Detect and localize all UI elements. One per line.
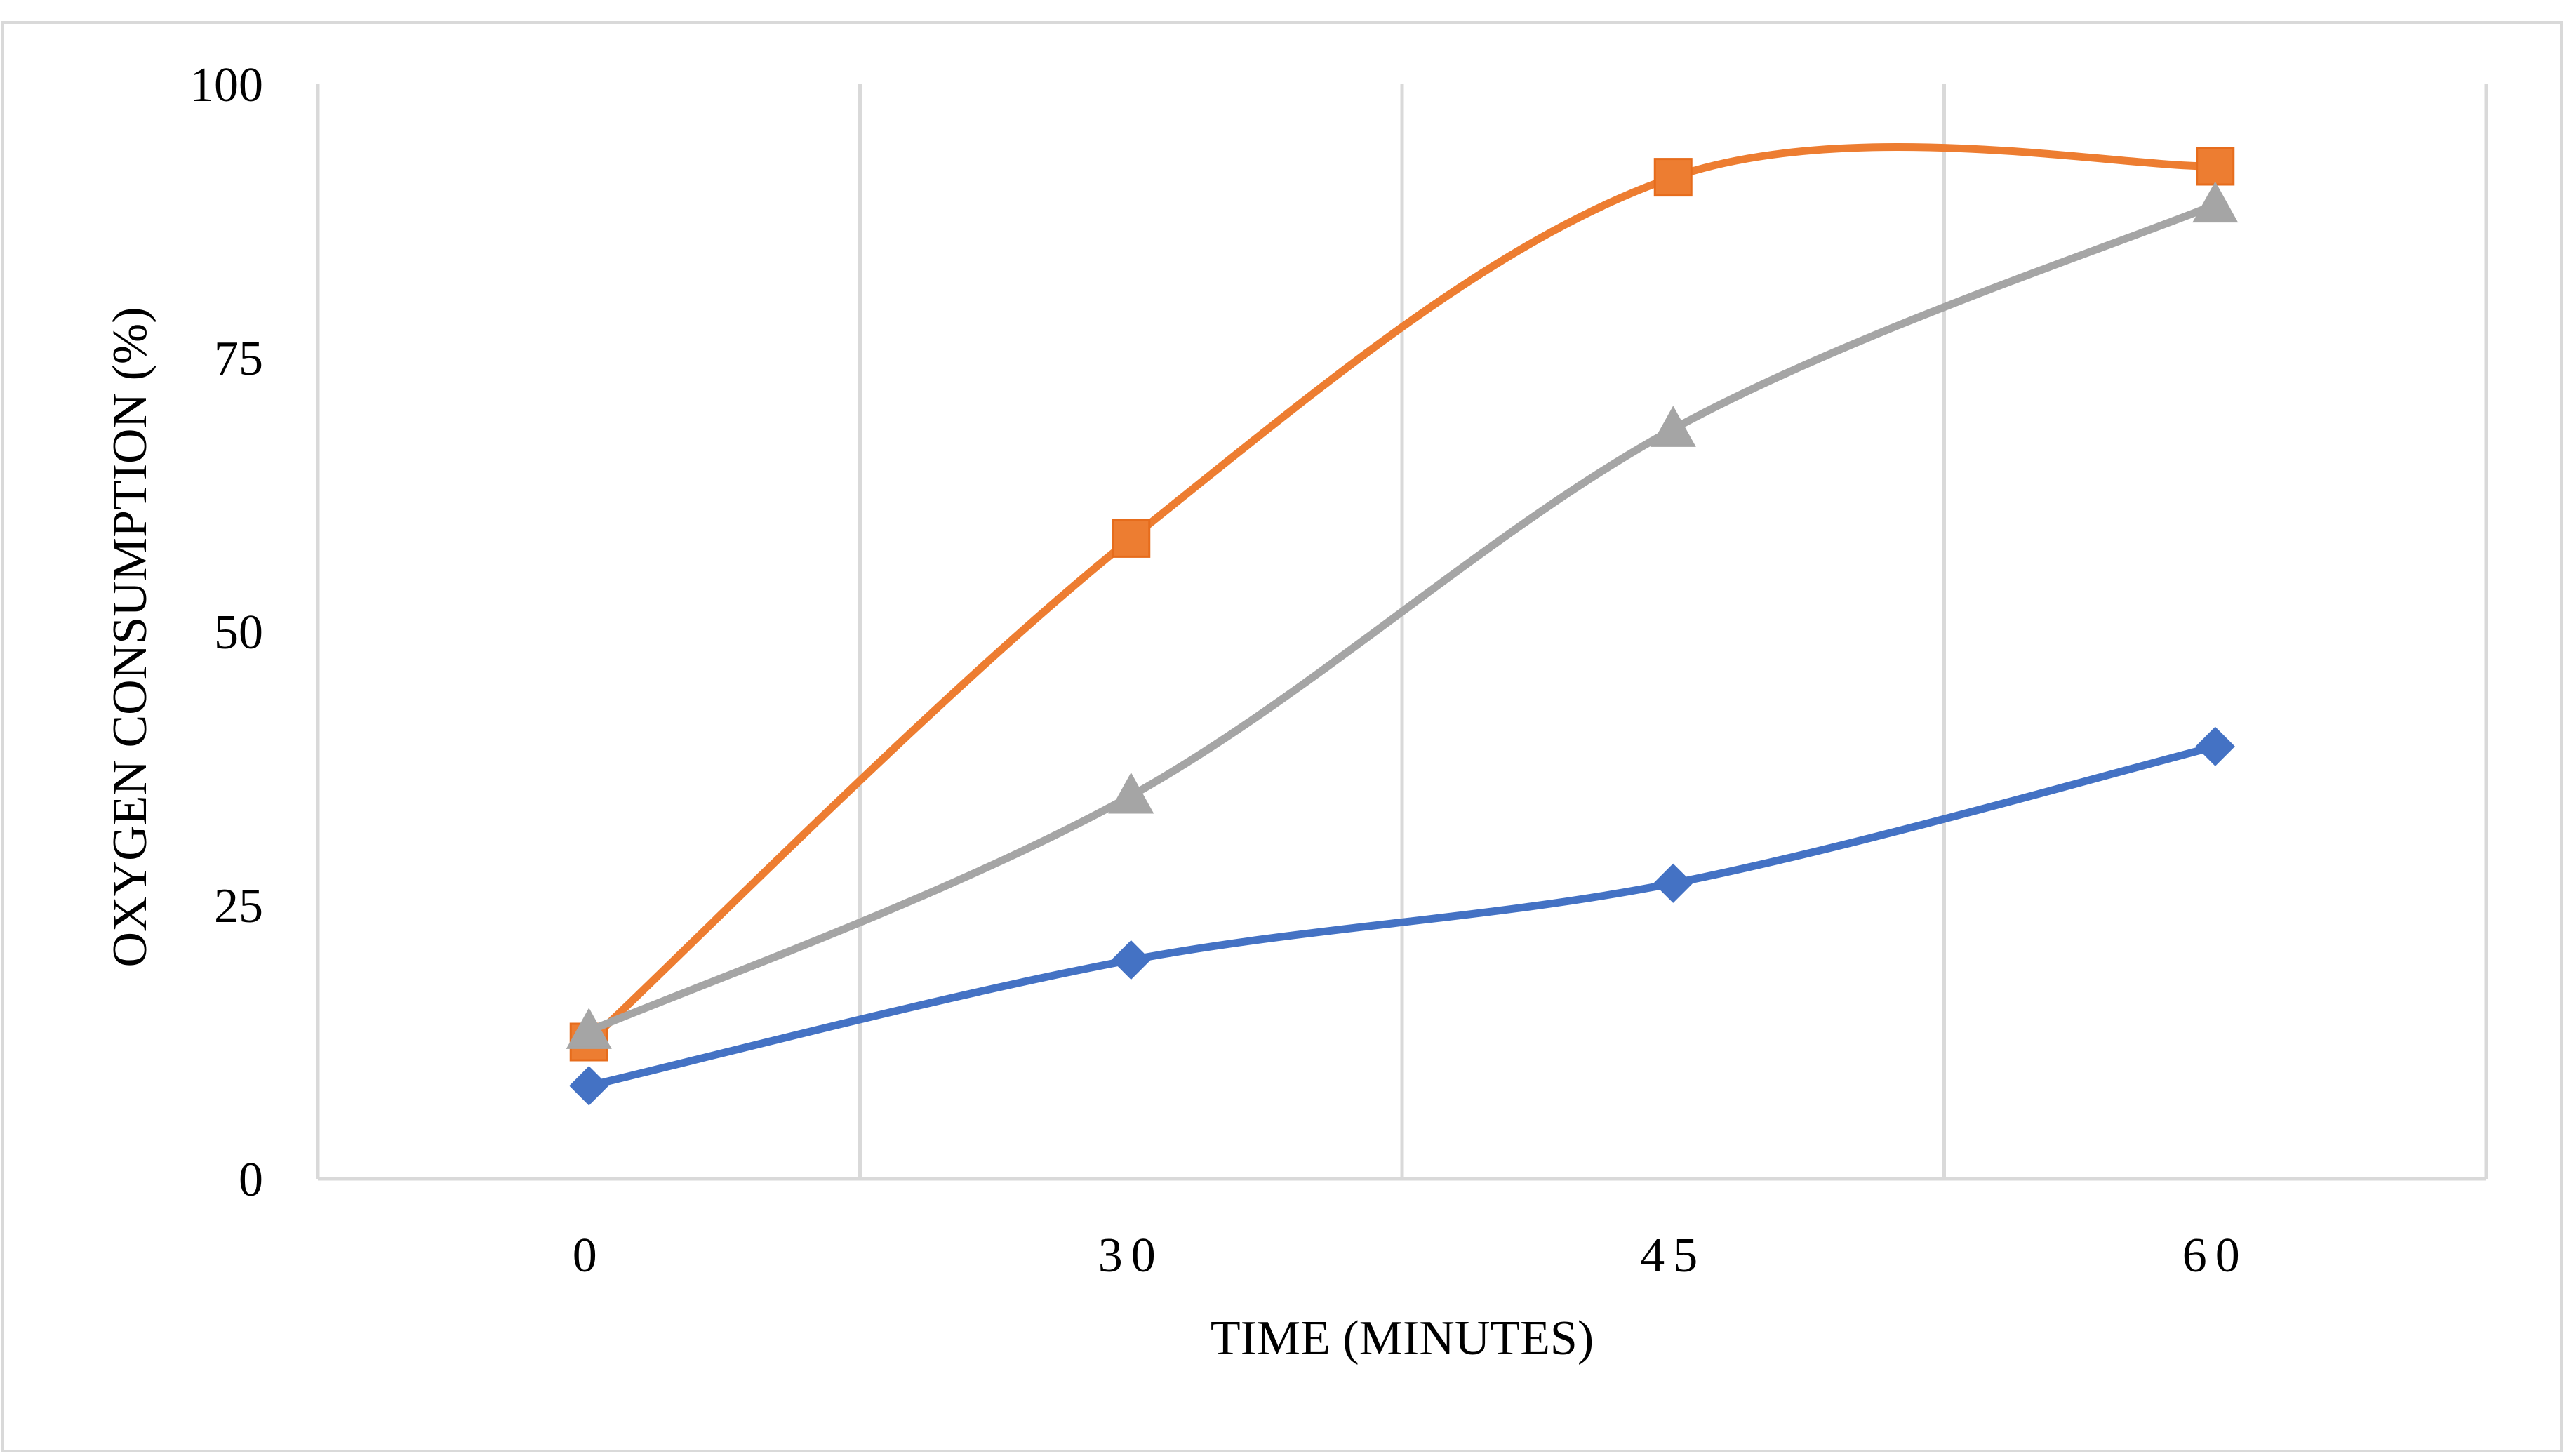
- data-point-marker: [2195, 726, 2235, 766]
- x-axis-title: TIME (MINUTES): [1211, 1311, 1594, 1365]
- gridlines: [316, 84, 2488, 1179]
- series-1: [569, 726, 2235, 1106]
- data-point-marker: [1112, 519, 1151, 558]
- data-point-marker: [2192, 181, 2239, 223]
- data-point-marker: [2196, 147, 2235, 186]
- data-point-marker: [1650, 406, 1696, 447]
- data-point-marker: [1108, 772, 1154, 814]
- y-tick-label: 0: [239, 1153, 263, 1207]
- series-3: [566, 181, 2239, 1049]
- series-line: [585, 742, 2220, 1090]
- y-tick-label: 100: [189, 58, 263, 112]
- data-point-marker: [569, 1066, 609, 1106]
- data-point-marker: [1653, 863, 1693, 903]
- data-point-marker: [1653, 158, 1693, 197]
- x-tick-label: 60: [2182, 1229, 2248, 1283]
- y-tick-label: 75: [214, 332, 263, 386]
- data-point-marker: [1111, 940, 1151, 980]
- series-line: [585, 143, 2220, 1046]
- series: [566, 143, 2239, 1106]
- data-point-marker: [566, 1008, 612, 1049]
- y-axis-title: OXYGEN CONSUMPTION (%): [103, 307, 157, 967]
- y-tick-label: 50: [214, 606, 263, 660]
- y-tick-labels: 0 25 50 75 100: [189, 58, 263, 1207]
- y-tick-label: 25: [214, 879, 263, 933]
- x-tick-label: 45: [1640, 1229, 1706, 1283]
- x-tick-labels: 0 30 45 60: [573, 1229, 2248, 1283]
- x-tick-label: 0: [573, 1229, 606, 1283]
- x-tick-label: 30: [1098, 1229, 1164, 1283]
- chart-frame: [1, 21, 2563, 1452]
- series-line: [585, 201, 2220, 1035]
